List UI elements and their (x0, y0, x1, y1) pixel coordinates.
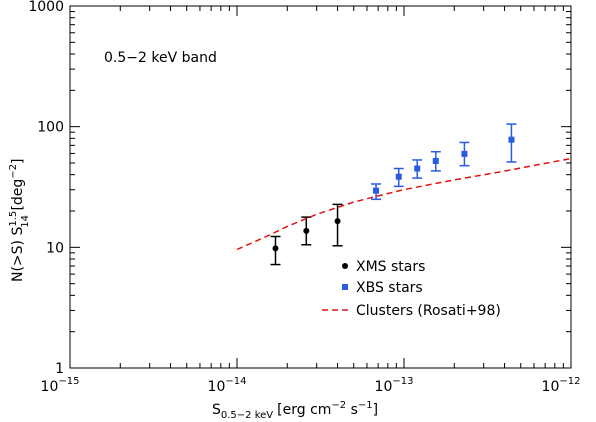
y-axis-label-main: N(>S) S (10, 227, 26, 282)
x-axis-label-exp1: −2 (331, 400, 346, 411)
xms-point (334, 218, 341, 225)
y-axis-label: N(>S) S1.514 [deg−2] (8, 158, 31, 282)
x-tick-label: 10−14 (208, 376, 247, 395)
x-tick-exp: −14 (225, 376, 246, 387)
legend-label-xbs: XBS stars (356, 280, 423, 296)
y-axis-label-sup: 1.5 (8, 211, 19, 227)
ticks (69, 5, 572, 369)
series-layer (236, 123, 572, 266)
x-axis-label-subscript: 0.5−2 keV (221, 410, 273, 421)
legend-marker-xbs (342, 284, 348, 290)
x-axis-label-symbol: S (212, 402, 221, 418)
x-axis-label-mid: s (346, 402, 358, 418)
xbs-point (373, 187, 380, 194)
x-tick-label: 10−12 (542, 376, 581, 395)
y-axis-label-exp: −2 (8, 164, 19, 179)
x-tick-base: 10 (208, 379, 226, 395)
y-axis-label-units: [deg (10, 179, 26, 215)
legend: XMS stars XBS stars Clusters (Rosati+98) (322, 259, 501, 319)
x-tick-base: 10 (542, 379, 560, 395)
x-axis-label-exp2: −1 (358, 400, 373, 411)
xms-point (272, 245, 279, 252)
xms-point (303, 227, 310, 234)
xbs-point (432, 157, 439, 164)
legend-label-xms: XMS stars (356, 259, 425, 275)
y-axis-label-sub: 14 (20, 215, 31, 228)
legend-label-clusters: Clusters (Rosati+98) (356, 303, 501, 319)
x-axis-label: S0.5−2 keV [erg cm−2 s−1] (212, 400, 378, 421)
xbs-point (414, 165, 421, 172)
x-axis-label-units: [erg cm (277, 402, 331, 418)
band-annotation: 0.5−2 keV band (104, 50, 217, 66)
legend-marker-xms (342, 263, 348, 269)
x-tick-exp: −13 (392, 376, 413, 387)
y-tick-label: 100 (37, 120, 64, 136)
xbs-point (461, 150, 468, 157)
x-tick-exp: −15 (58, 376, 79, 387)
y-tick-label: 1 (55, 361, 64, 377)
xbs-point (508, 136, 515, 143)
x-tick-base: 10 (375, 379, 393, 395)
y-tick-label: 10 (46, 240, 64, 256)
x-tick-label: 10−13 (375, 376, 414, 395)
x-axis-label-close: ] (373, 402, 378, 418)
plot-frame (69, 5, 572, 369)
x-tick-label: 10−15 (41, 376, 80, 395)
xbs-point (395, 173, 402, 180)
x-tick-exp: −12 (559, 376, 580, 387)
y-axis-label-close: ] (10, 158, 26, 163)
y-tick-label: 1000 (28, 0, 64, 15)
clusters-model-line (236, 157, 572, 251)
x-tick-base: 10 (41, 379, 59, 395)
